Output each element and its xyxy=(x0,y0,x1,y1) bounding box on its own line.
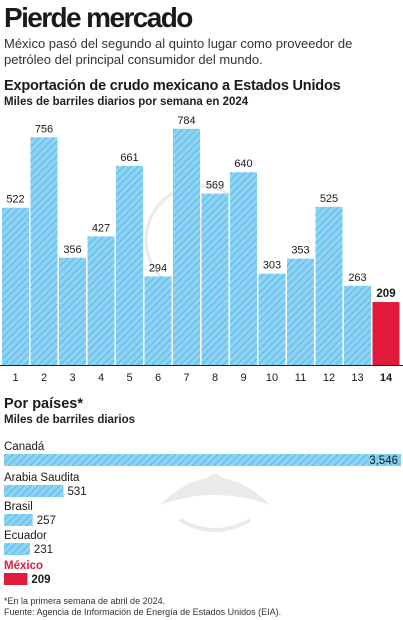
footnote: *En la primera semana de abril de 2024. xyxy=(4,596,166,606)
chart-subtitle: Miles de barriles diarios por semana en … xyxy=(4,96,249,108)
country-bar xyxy=(4,485,64,497)
source-note: Fuente: Agencia de Información de Energí… xyxy=(4,607,282,617)
bar-value-label: 784 xyxy=(177,115,195,127)
x-tick-label: 13 xyxy=(351,372,363,384)
country-label: Brasil xyxy=(4,501,33,513)
bar-week-6 xyxy=(144,276,172,365)
headline: Pierde mercado xyxy=(4,2,193,33)
x-tick-label: 1 xyxy=(12,372,18,384)
bar-value-label: 525 xyxy=(320,193,338,205)
country-bar-chart: Canadá 3,546 Arabia Saudita 531 Brasil 257 Ecu… xyxy=(4,441,401,586)
bar-value-label: 640 xyxy=(234,158,252,170)
bar-week-10 xyxy=(258,273,286,365)
bar-week-5 xyxy=(116,165,143,365)
x-tick-label: 8 xyxy=(212,372,218,384)
bar-value-label: 569 xyxy=(206,180,224,192)
bar-week-9 xyxy=(230,172,257,365)
country-label: Arabia Saudita xyxy=(4,472,80,484)
bar-value-label: 756 xyxy=(35,123,53,135)
country-bar xyxy=(4,543,30,555)
country-value-label: 531 xyxy=(67,486,86,498)
bar-value-label: 353 xyxy=(291,245,309,257)
bar-value-label: 661 xyxy=(120,152,138,164)
bar-week-1 xyxy=(2,207,29,365)
country-label: México xyxy=(4,560,43,572)
bar-week-7 xyxy=(173,128,200,365)
x-tick-label: 3 xyxy=(69,372,75,384)
weekly-bar-chart: 522 1 756 2 356 3 427 4 661 5 294 6 784 7 569 8 640 9 303 1… xyxy=(0,115,403,384)
country-bar xyxy=(4,573,28,585)
x-tick-label: 12 xyxy=(323,372,335,384)
x-tick-label: 4 xyxy=(98,372,104,384)
bar-week-13 xyxy=(344,285,371,365)
bar-value-label: 356 xyxy=(63,244,81,256)
bar-value-label: 209 xyxy=(376,288,395,300)
bar-week-14 xyxy=(372,302,400,365)
bar-week-2 xyxy=(30,137,58,365)
country-label: Ecuador xyxy=(4,530,47,542)
x-tick-label: 11 xyxy=(295,372,306,384)
x-tick-label: 7 xyxy=(183,372,189,384)
bar-week-11 xyxy=(287,258,314,365)
bar-week-8 xyxy=(201,193,229,365)
country-value-label: 3,546 xyxy=(369,455,398,467)
bar-value-label: 263 xyxy=(348,272,366,284)
dek: México pasó del segundo al quinto lugar … xyxy=(4,36,353,67)
country-bar xyxy=(4,514,33,526)
x-tick-label: 5 xyxy=(126,372,132,384)
section-subtitle: Miles de barriles diarios xyxy=(4,414,136,426)
bar-value-label: 303 xyxy=(263,260,281,272)
country-value-label: 231 xyxy=(34,544,53,556)
bar-week-3 xyxy=(59,257,86,365)
bar-value-label: 427 xyxy=(92,222,110,234)
x-tick-label: 14 xyxy=(380,372,393,384)
x-tick-label: 10 xyxy=(266,372,278,384)
eagle-seal-icon xyxy=(160,474,270,532)
bar-week-12 xyxy=(315,206,343,365)
bar-value-label: 522 xyxy=(6,194,24,206)
bar-week-4 xyxy=(87,236,115,365)
x-tick-label: 2 xyxy=(41,372,47,384)
chart-title: Exportación de crudo mexicano a Estados … xyxy=(4,78,341,94)
country-bar xyxy=(4,454,401,466)
country-value-label: 209 xyxy=(31,574,50,586)
x-tick-label: 6 xyxy=(155,372,161,384)
country-value-label: 257 xyxy=(37,515,56,527)
bar-value-label: 294 xyxy=(149,262,167,274)
section-title: Por países* xyxy=(4,396,83,412)
country-label: Canadá xyxy=(4,441,45,453)
x-tick-label: 9 xyxy=(240,372,246,384)
